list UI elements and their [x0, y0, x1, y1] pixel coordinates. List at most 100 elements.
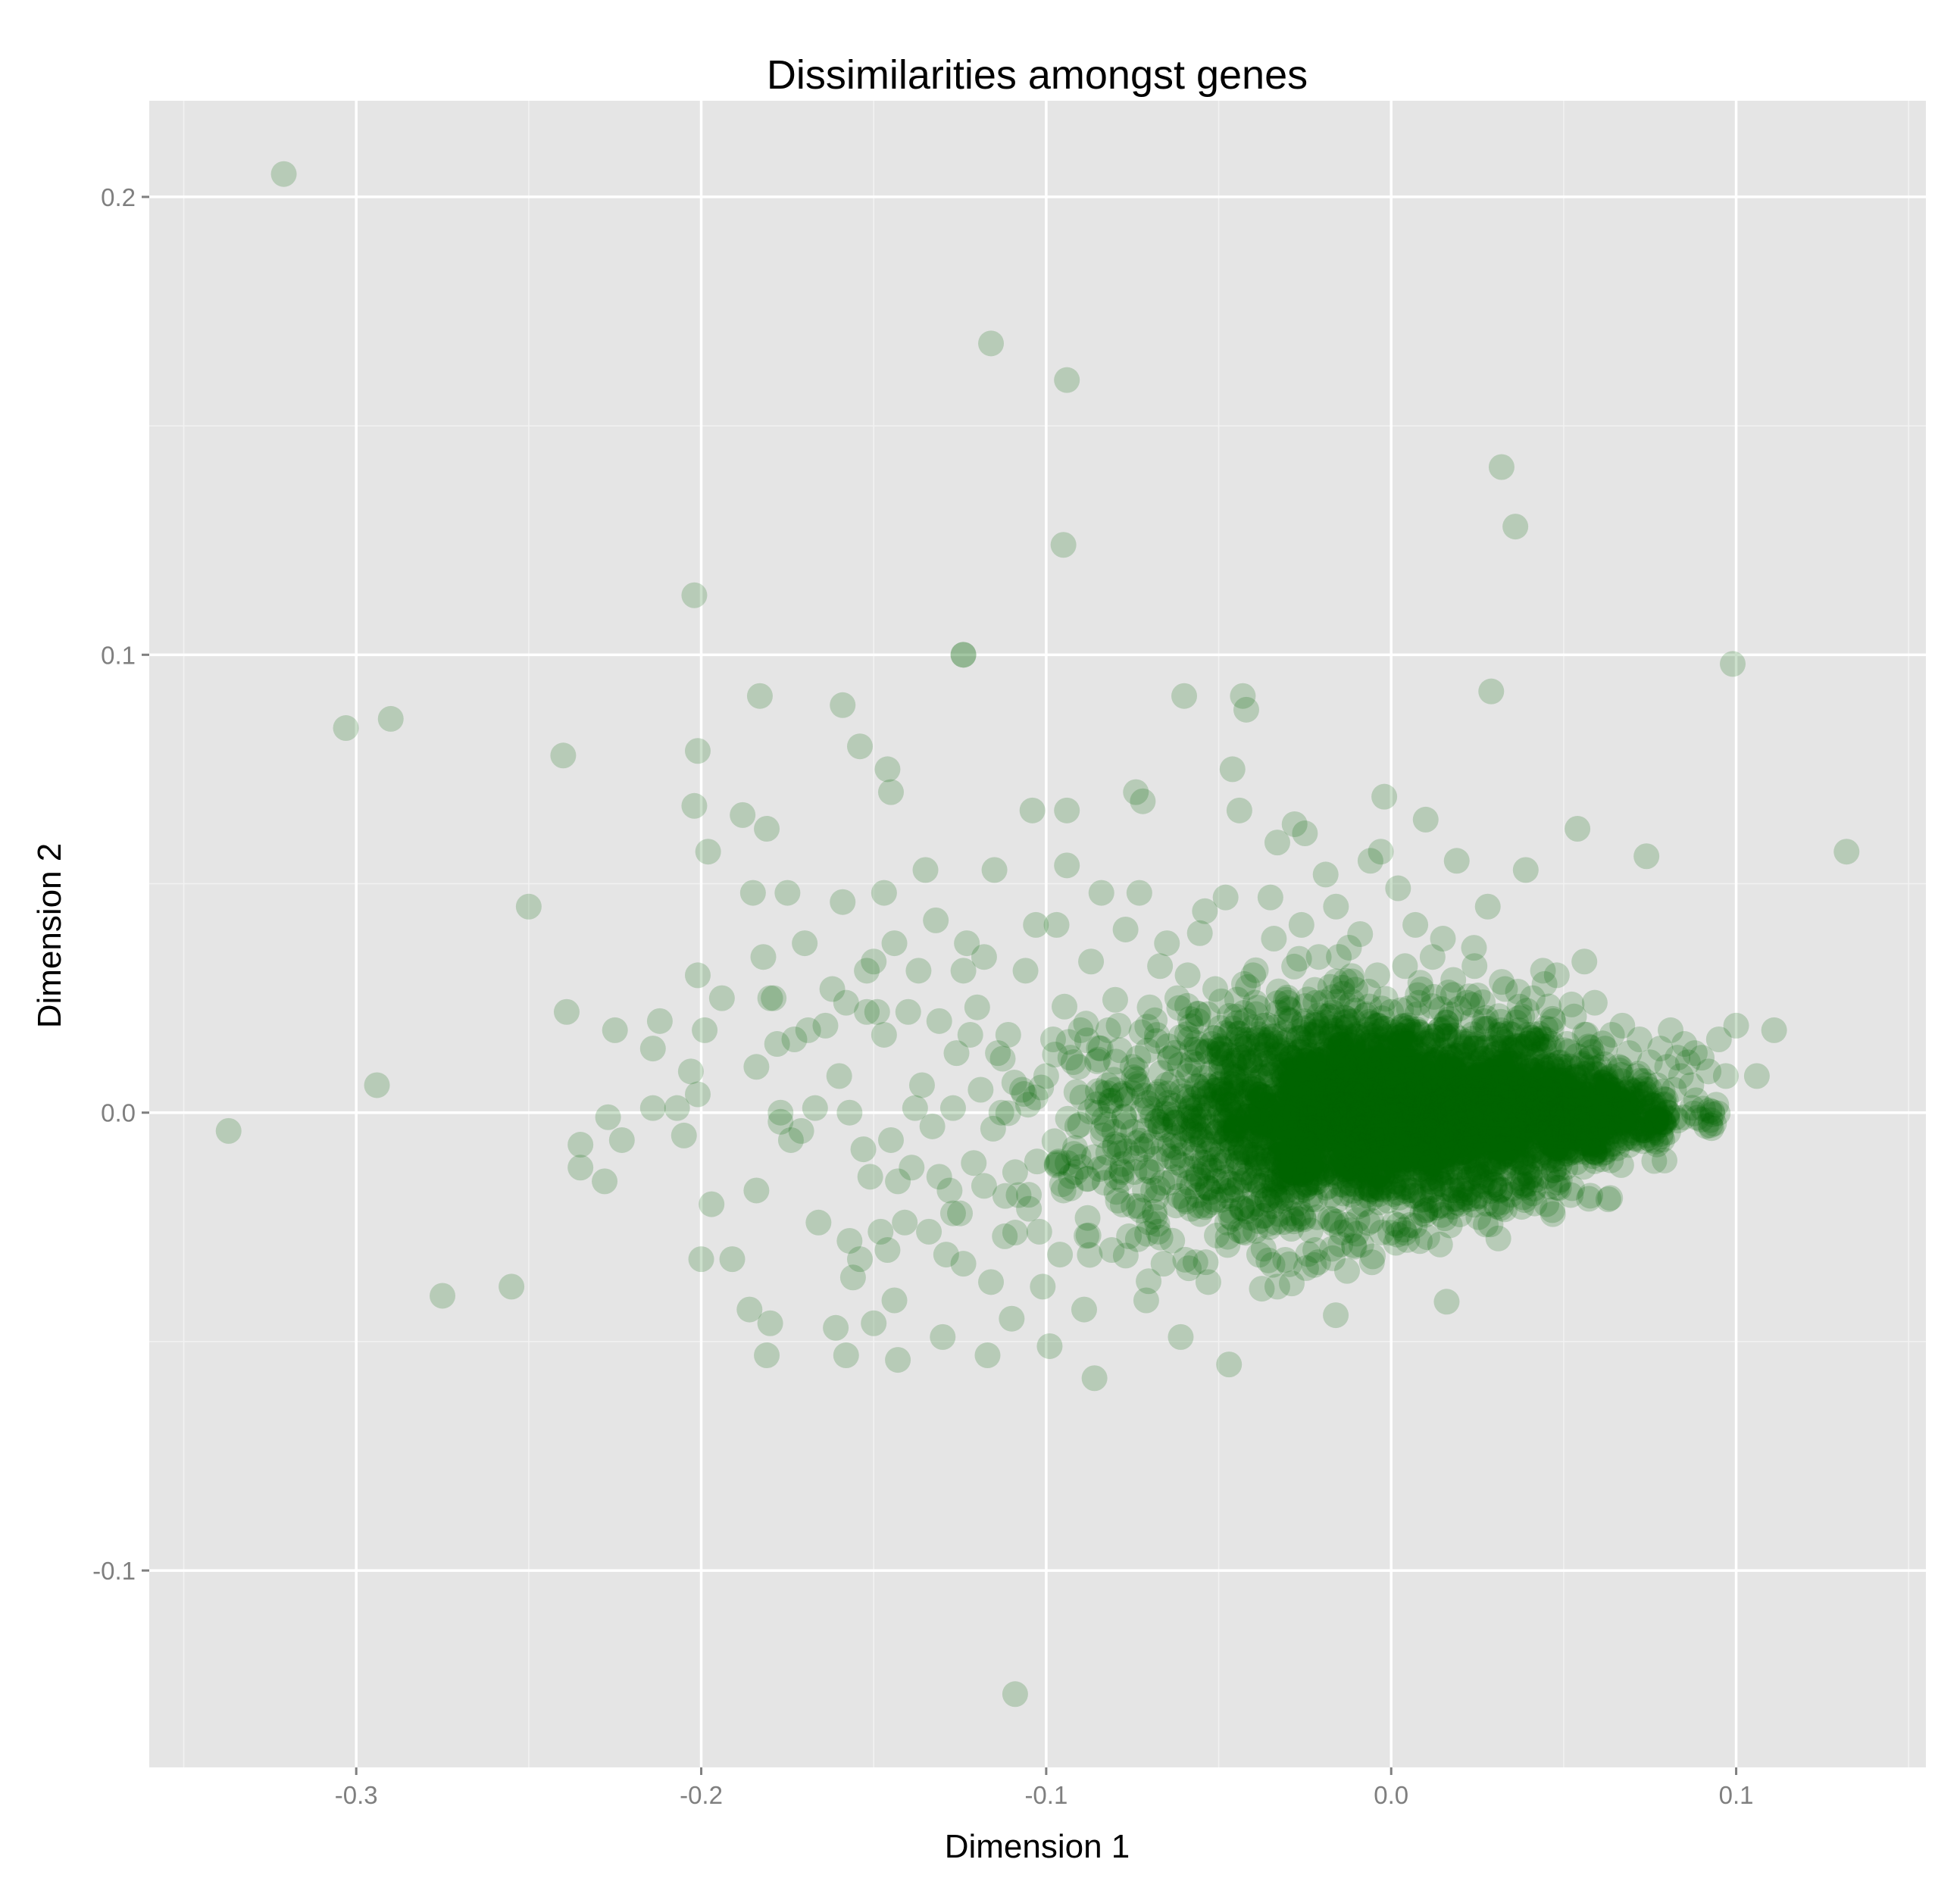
data-point — [1277, 1158, 1303, 1184]
data-point — [1360, 1026, 1386, 1053]
data-point — [1426, 1127, 1452, 1154]
data-point — [1366, 1126, 1393, 1153]
data-point — [1390, 1170, 1417, 1197]
data-point — [1310, 1086, 1336, 1112]
data-point — [639, 1095, 666, 1121]
data-point — [1168, 1323, 1194, 1350]
data-point — [1357, 1176, 1383, 1203]
data-point — [1574, 1021, 1600, 1048]
data-point — [1540, 1005, 1566, 1032]
data-point — [1455, 1127, 1482, 1154]
data-point — [1526, 1020, 1552, 1047]
data-point — [1357, 1102, 1383, 1129]
data-point — [1474, 1108, 1501, 1135]
data-point — [1261, 1167, 1287, 1194]
data-point — [1326, 1101, 1352, 1127]
data-point — [1387, 1098, 1414, 1124]
data-point — [1439, 1046, 1465, 1073]
data-point — [1412, 1161, 1439, 1188]
data-point — [1343, 1062, 1370, 1089]
data-point — [1312, 1081, 1339, 1108]
data-point — [688, 1246, 714, 1273]
data-point — [1385, 1138, 1411, 1164]
data-point — [1372, 1086, 1399, 1113]
data-point — [1264, 990, 1291, 1017]
data-point — [908, 1072, 935, 1098]
data-point — [1431, 1143, 1458, 1170]
data-point — [1305, 1111, 1332, 1138]
data-point — [923, 907, 949, 933]
data-point — [1546, 1151, 1573, 1177]
data-point — [1509, 1127, 1536, 1154]
data-point — [1299, 1122, 1326, 1148]
data-point — [1204, 1040, 1230, 1067]
data-point — [1239, 1105, 1265, 1132]
data-point — [646, 1008, 673, 1034]
data-point — [1363, 1133, 1390, 1159]
data-point — [1476, 1073, 1502, 1099]
data-point — [1443, 1097, 1469, 1123]
data-point — [1365, 1162, 1392, 1189]
data-point — [1440, 967, 1467, 993]
data-point — [1358, 1145, 1384, 1171]
data-point — [1517, 1155, 1543, 1181]
data-point — [1533, 1191, 1560, 1217]
data-point — [1383, 1158, 1410, 1184]
data-point — [1486, 1054, 1512, 1080]
data-point — [1468, 1143, 1494, 1170]
data-point — [1074, 1205, 1101, 1231]
data-point — [1194, 1175, 1221, 1201]
data-point — [1347, 921, 1374, 947]
data-point — [1419, 1023, 1446, 1049]
data-point — [1230, 1044, 1257, 1070]
data-point — [1371, 1073, 1397, 1099]
data-point — [1519, 985, 1546, 1011]
data-point — [1239, 1142, 1265, 1168]
data-point — [1712, 1063, 1739, 1089]
data-point — [1381, 1078, 1408, 1105]
data-point — [1384, 1221, 1411, 1248]
data-point — [1386, 1029, 1412, 1055]
data-point — [1486, 1089, 1513, 1116]
data-point — [1269, 1108, 1296, 1135]
data-point — [1229, 1195, 1255, 1222]
data-point — [1409, 1042, 1436, 1069]
data-point — [1761, 1017, 1787, 1043]
data-point — [1399, 1136, 1426, 1163]
data-point — [1306, 1060, 1333, 1086]
data-point — [1364, 1162, 1391, 1189]
data-point — [1399, 1136, 1425, 1163]
data-point — [1321, 1073, 1347, 1100]
data-point — [1288, 911, 1314, 938]
data-point — [1271, 1080, 1298, 1107]
data-point — [1502, 1076, 1529, 1102]
data-point — [1176, 1117, 1202, 1144]
data-point — [1362, 1096, 1389, 1123]
data-point — [1426, 1167, 1452, 1193]
data-point — [1418, 1108, 1445, 1134]
data-point — [1333, 1148, 1359, 1175]
data-point — [1446, 1201, 1473, 1227]
data-point — [1380, 1148, 1407, 1174]
data-point — [1133, 1155, 1159, 1181]
data-point — [1105, 1187, 1131, 1214]
data-point — [1486, 1126, 1513, 1152]
data-point — [1180, 1102, 1207, 1129]
data-point — [1510, 1145, 1536, 1171]
data-point — [1140, 1177, 1167, 1204]
data-point — [1509, 1173, 1536, 1199]
data-point — [1277, 1104, 1303, 1130]
data-point — [1471, 1169, 1498, 1195]
data-point — [1274, 1186, 1300, 1212]
data-point — [1386, 1116, 1412, 1142]
data-point — [1369, 1126, 1396, 1152]
data-point — [1126, 880, 1152, 906]
data-point — [1397, 1130, 1424, 1156]
data-point — [1543, 1100, 1569, 1126]
data-point — [1465, 1117, 1492, 1143]
data-point — [1393, 1095, 1420, 1121]
data-point — [1054, 852, 1080, 879]
data-point — [1105, 1012, 1132, 1039]
data-point — [1482, 1171, 1508, 1198]
data-point — [1492, 1105, 1518, 1131]
